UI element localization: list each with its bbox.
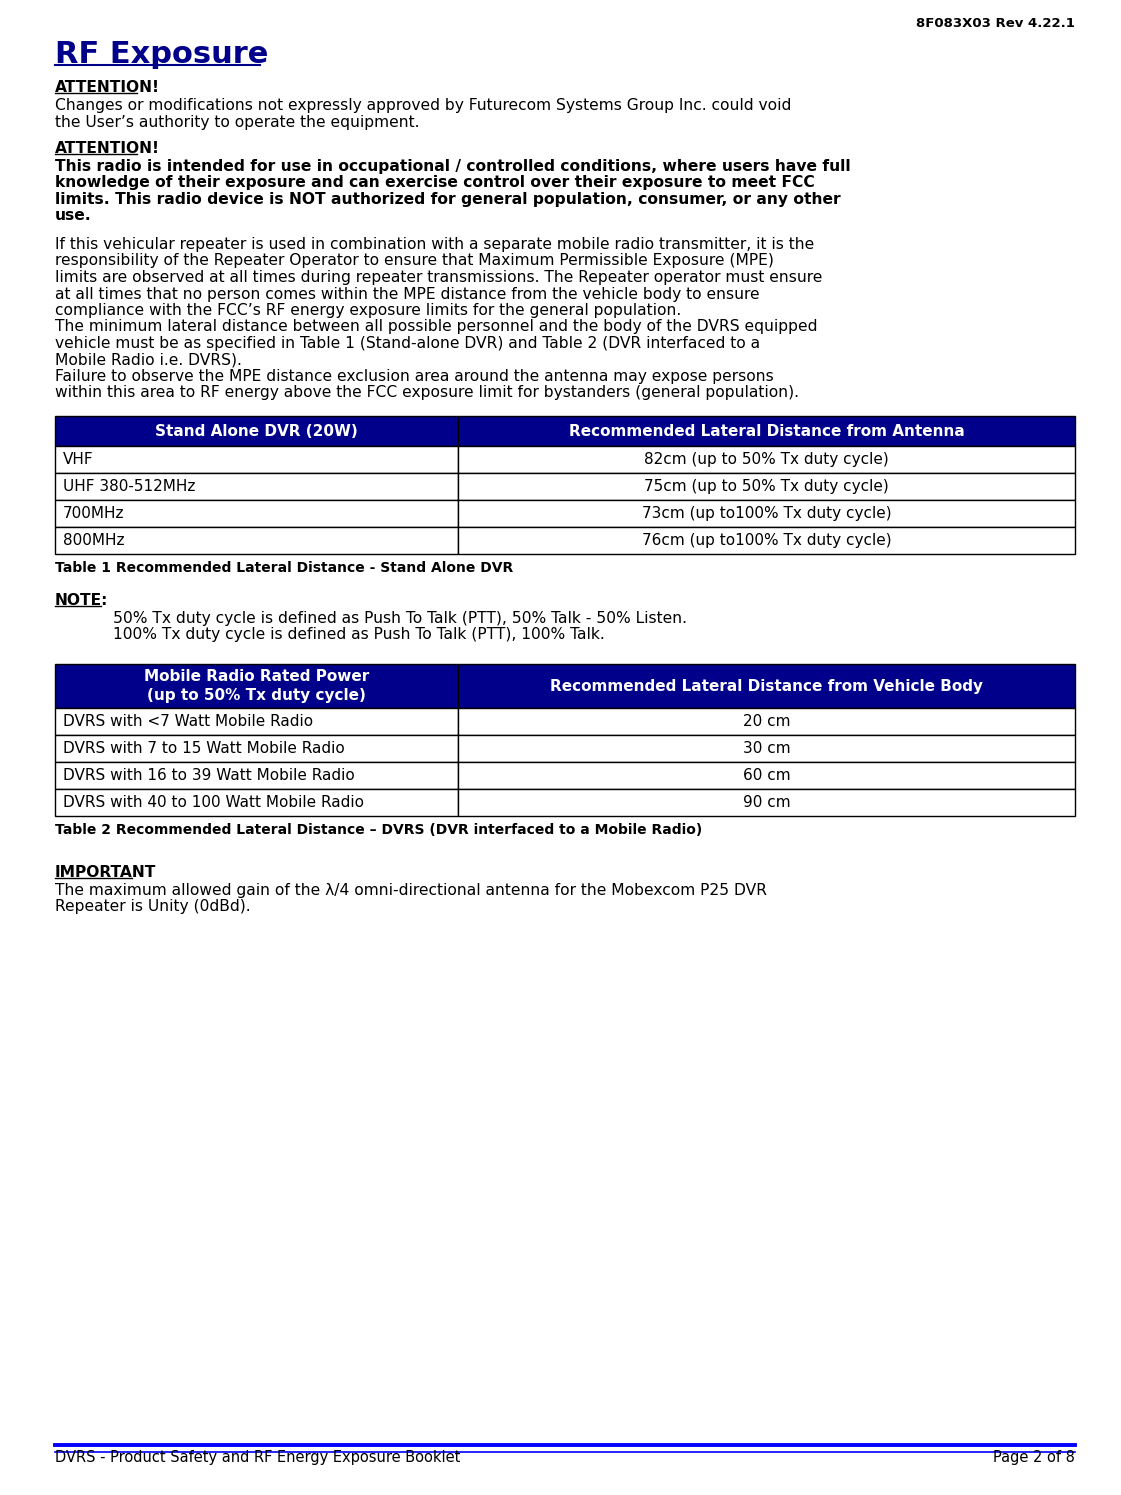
Text: Page 2 of 8: Page 2 of 8 — [993, 1450, 1075, 1465]
Text: 30 cm: 30 cm — [742, 742, 790, 756]
FancyBboxPatch shape — [457, 762, 1075, 789]
Text: DVRS with <7 Watt Mobile Radio: DVRS with <7 Watt Mobile Radio — [63, 715, 313, 730]
Text: 82cm (up to 50% Tx duty cycle): 82cm (up to 50% Tx duty cycle) — [645, 451, 889, 466]
FancyBboxPatch shape — [457, 736, 1075, 762]
Text: vehicle must be as specified in Table 1 (Stand-alone DVR) and Table 2 (DVR inter: vehicle must be as specified in Table 1 … — [55, 336, 760, 351]
Text: 800MHz: 800MHz — [63, 534, 124, 549]
Text: Mobile Radio i.e. DVRS).: Mobile Radio i.e. DVRS). — [55, 353, 242, 368]
Text: Mobile Radio Rated Power
(up to 50% Tx duty cycle): Mobile Radio Rated Power (up to 50% Tx d… — [143, 668, 369, 704]
Text: VHF: VHF — [63, 451, 94, 466]
FancyBboxPatch shape — [55, 499, 457, 528]
Text: DVRS with 7 to 15 Watt Mobile Radio: DVRS with 7 to 15 Watt Mobile Radio — [63, 742, 345, 756]
Text: The minimum lateral distance between all possible personnel and the body of the : The minimum lateral distance between all… — [55, 320, 817, 335]
Text: 50% Tx duty cycle is defined as Push To Talk (PTT), 50% Talk - 50% Listen.: 50% Tx duty cycle is defined as Push To … — [113, 611, 687, 626]
Text: 100% Tx duty cycle is defined as Push To Talk (PTT), 100% Talk.: 100% Tx duty cycle is defined as Push To… — [113, 628, 604, 643]
Text: DVRS with 40 to 100 Watt Mobile Radio: DVRS with 40 to 100 Watt Mobile Radio — [63, 795, 364, 810]
FancyBboxPatch shape — [457, 528, 1075, 555]
Text: Recommended Lateral Distance from Vehicle Body: Recommended Lateral Distance from Vehicl… — [550, 679, 983, 694]
FancyBboxPatch shape — [55, 709, 457, 736]
Text: knowledge of their exposure and can exercise control over their exposure to meet: knowledge of their exposure and can exer… — [55, 175, 815, 190]
Text: Table 2 Recommended Lateral Distance – DVRS (DVR interfaced to a Mobile Radio): Table 2 Recommended Lateral Distance – D… — [55, 824, 702, 837]
Text: 73cm (up to100% Tx duty cycle): 73cm (up to100% Tx duty cycle) — [641, 505, 891, 520]
Text: The maximum allowed gain of the λ/4 omni-directional antenna for the Mobexcom P2: The maximum allowed gain of the λ/4 omni… — [55, 884, 767, 898]
Text: the User’s authority to operate the equipment.: the User’s authority to operate the equi… — [55, 115, 419, 130]
Text: 60 cm: 60 cm — [742, 768, 790, 783]
FancyBboxPatch shape — [55, 664, 457, 709]
Text: NOTE:: NOTE: — [55, 594, 109, 608]
Text: limits are observed at all times during repeater transmissions. The Repeater ope: limits are observed at all times during … — [55, 271, 823, 286]
FancyBboxPatch shape — [55, 789, 457, 816]
Text: DVRS - Product Safety and RF Energy Exposure Booklet: DVRS - Product Safety and RF Energy Expo… — [55, 1450, 461, 1465]
Text: ATTENTION!: ATTENTION! — [55, 81, 160, 96]
Text: compliance with the FCC’s RF energy exposure limits for the general population.: compliance with the FCC’s RF energy expo… — [55, 303, 682, 318]
Text: Changes or modifications not expressly approved by Futurecom Systems Group Inc. : Changes or modifications not expressly a… — [55, 99, 791, 114]
Text: responsibility of the Repeater Operator to ensure that Maximum Permissible Expos: responsibility of the Repeater Operator … — [55, 254, 773, 269]
Text: use.: use. — [55, 208, 92, 223]
FancyBboxPatch shape — [55, 528, 457, 555]
Text: limits. This radio device is NOT authorized for general population, consumer, or: limits. This radio device is NOT authori… — [55, 191, 841, 206]
Text: 700MHz: 700MHz — [63, 505, 124, 520]
Text: Stand Alone DVR (20W): Stand Alone DVR (20W) — [155, 423, 358, 438]
Text: 75cm (up to 50% Tx duty cycle): 75cm (up to 50% Tx duty cycle) — [645, 478, 889, 493]
FancyBboxPatch shape — [457, 416, 1075, 446]
Text: If this vehicular repeater is used in combination with a separate mobile radio t: If this vehicular repeater is used in co… — [55, 238, 814, 253]
FancyBboxPatch shape — [457, 664, 1075, 709]
Text: within this area to RF energy above the FCC exposure limit for bystanders (gener: within this area to RF energy above the … — [55, 386, 799, 401]
FancyBboxPatch shape — [457, 499, 1075, 528]
FancyBboxPatch shape — [55, 736, 457, 762]
Text: Failure to observe the MPE distance exclusion area around the antenna may expose: Failure to observe the MPE distance excl… — [55, 369, 773, 384]
Text: Repeater is Unity (0dBd).: Repeater is Unity (0dBd). — [55, 900, 251, 915]
FancyBboxPatch shape — [457, 709, 1075, 736]
FancyBboxPatch shape — [55, 472, 457, 499]
Text: IMPORTANT: IMPORTANT — [55, 866, 156, 881]
FancyBboxPatch shape — [55, 762, 457, 789]
FancyBboxPatch shape — [457, 446, 1075, 472]
Text: UHF 380-512MHz: UHF 380-512MHz — [63, 478, 195, 493]
Text: RF Exposure: RF Exposure — [55, 40, 268, 69]
FancyBboxPatch shape — [55, 446, 457, 472]
FancyBboxPatch shape — [55, 416, 457, 446]
Text: DVRS with 16 to 39 Watt Mobile Radio: DVRS with 16 to 39 Watt Mobile Radio — [63, 768, 354, 783]
Text: 76cm (up to100% Tx duty cycle): 76cm (up to100% Tx duty cycle) — [641, 534, 891, 549]
Text: 20 cm: 20 cm — [743, 715, 790, 730]
Text: at all times that no person comes within the MPE distance from the vehicle body : at all times that no person comes within… — [55, 287, 760, 302]
FancyBboxPatch shape — [457, 472, 1075, 499]
Text: 8F083X03 Rev 4.22.1: 8F083X03 Rev 4.22.1 — [916, 16, 1075, 30]
Text: This radio is intended for use in occupational / controlled conditions, where us: This radio is intended for use in occupa… — [55, 158, 851, 173]
Text: ATTENTION!: ATTENTION! — [55, 141, 160, 155]
FancyBboxPatch shape — [457, 789, 1075, 816]
Text: Recommended Lateral Distance from Antenna: Recommended Lateral Distance from Antenn… — [568, 423, 964, 438]
Text: 90 cm: 90 cm — [742, 795, 790, 810]
Text: Table 1 Recommended Lateral Distance - Stand Alone DVR: Table 1 Recommended Lateral Distance - S… — [55, 561, 513, 576]
